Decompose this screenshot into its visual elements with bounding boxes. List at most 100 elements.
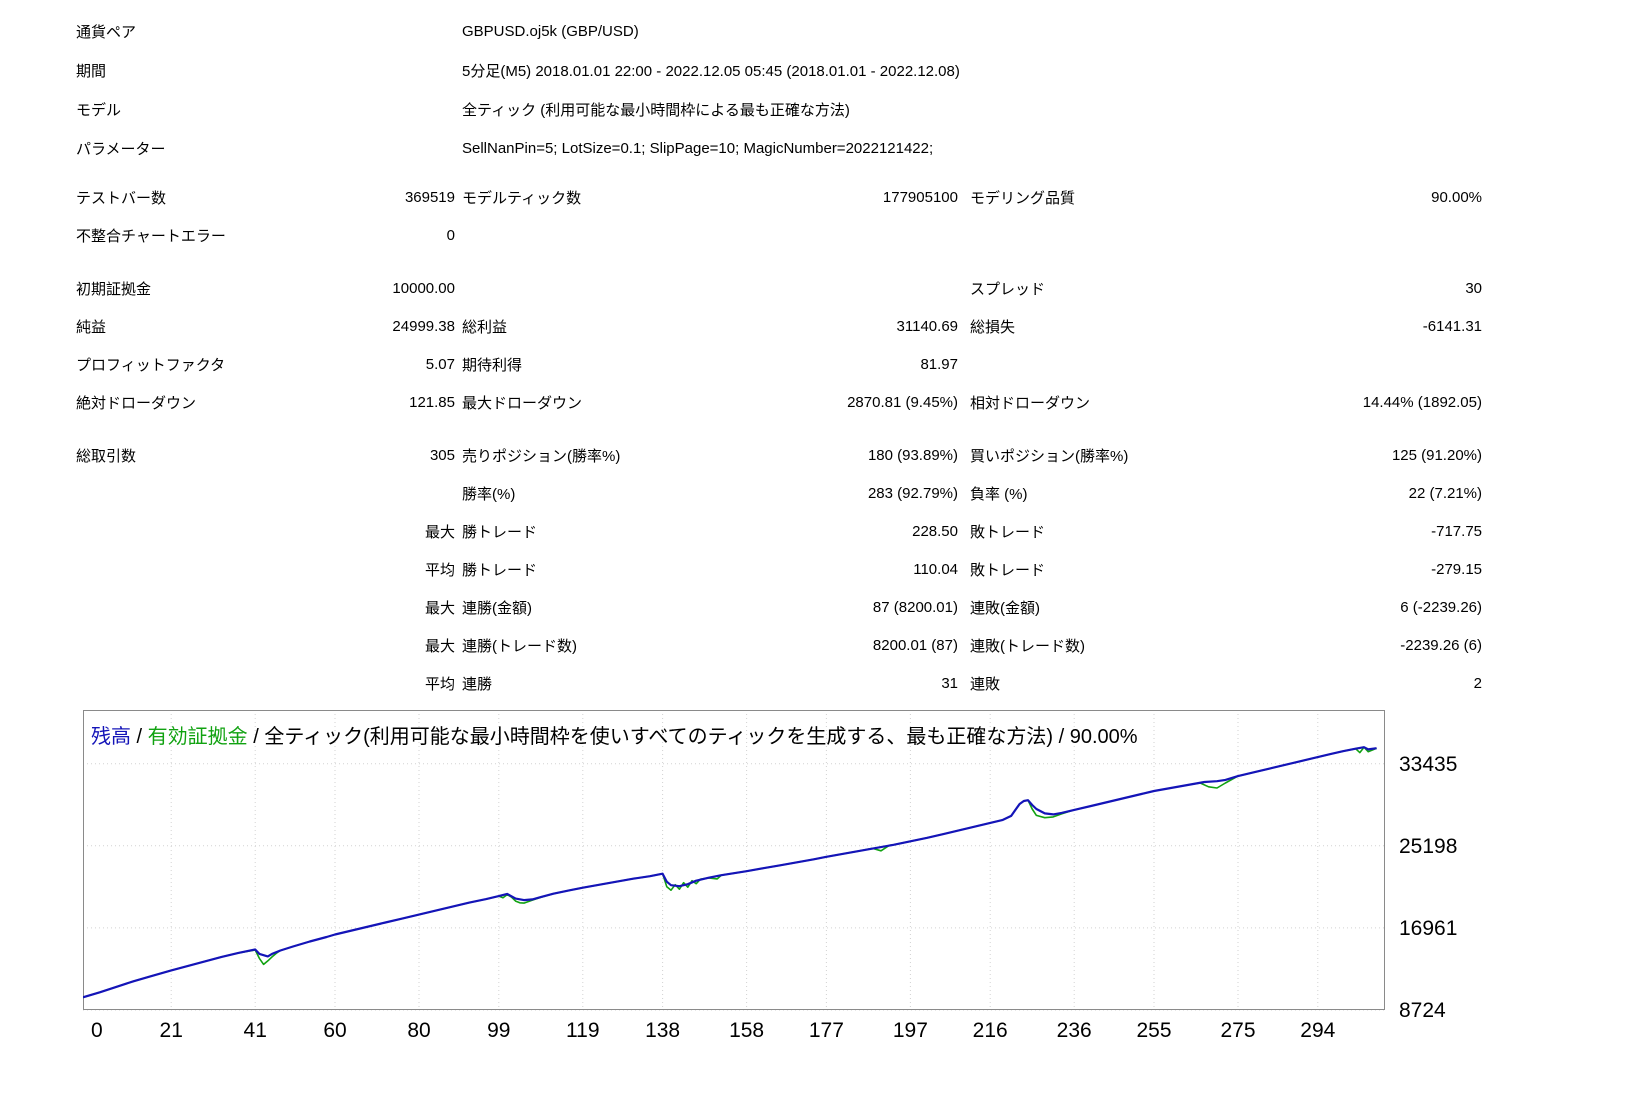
stat-label: 相対ドローダウン [970,394,1091,412]
stat-value: 87 (8200.01) [872,598,958,616]
stat-label: 負率 (%) [970,485,1028,503]
balance-chart: 残高 / 有効証拠金 / 全ティック(利用可能な最小時間枠を使いすべてのティック… [83,710,1513,1050]
stat-row: 最大 勝トレード 228.50 敗トレード -717.75 [76,512,1482,550]
x-axis-label: 294 [1300,1019,1335,1042]
stat-value: 90.00% [1431,188,1482,206]
stat-label: 絶対ドローダウン [76,394,197,412]
stat-label: 連敗(金額) [970,599,1040,617]
stat-label: モデルティック数 [462,189,582,207]
stat-value: 8200.01 (87) [872,636,958,654]
stat-value: 31140.69 [896,317,958,335]
stat-value: 10000.00 [392,279,455,297]
stat-value: 平均 [424,675,455,693]
chart-title-part: 有効証拠金 [147,726,248,748]
stat-value: 最大 [424,523,455,541]
stat-label: 買いポジション(勝率%) [970,447,1129,465]
x-axis-label: 21 [160,1019,183,1042]
stat-value: 30 [1465,279,1482,297]
stat-value: 24999.38 [392,317,455,335]
chart-title-part: 残高 [91,726,131,748]
stat-value: 14.44% (1892.05) [1362,393,1482,411]
balance-chart-svg: 8724 16961 25198 33435 0 21 41 60 80 99 119 138 158 1… [83,710,1457,1042]
stat-label: 不整合チャートエラー [76,227,226,245]
x-axis-label: 216 [973,1019,1008,1042]
header-label: 通貨ペア [76,24,137,41]
x-axis-label: 275 [1220,1019,1255,1042]
stat-label: 連敗(トレード数) [970,637,1085,655]
chart-title-part: / [131,726,148,748]
stat-label: 勝率(%) [462,485,516,503]
x-axis-label: 236 [1057,1019,1092,1042]
stat-value: 0 [446,226,455,244]
stat-row: 不整合チャートエラー 0 [76,216,1482,254]
y-axis-label: 16961 [1399,917,1457,940]
stat-row: 純益 24999.38 総利益 31140.69 総損失 -6141.31 [76,307,1482,345]
stat-value: 177905100 [882,188,958,206]
stat-row: 平均 連勝 31 連敗 2 [76,664,1482,702]
stat-row: テストバー数 369519 モデルティック数 177905100 モデリング品質 90.0… [76,178,1482,216]
stat-value: 121.85 [409,393,455,411]
x-axis-label: 255 [1136,1019,1171,1042]
report-stat-rows: テストバー数 369519 モデルティック数 177905100 モデリング品質 90.0… [76,178,1635,702]
header-value: 5分足(M5) 2018.01.01 22:00 - 2022.12.05 05… [462,63,960,80]
stat-value: 180 (93.89%) [867,446,958,464]
stat-value: 283 (92.79%) [867,484,958,502]
stat-label: 純益 [76,318,107,336]
row-spacer [76,421,1635,436]
stat-value: 最大 [424,637,455,655]
y-axis-label: 25198 [1399,835,1457,858]
x-axis-label: 197 [893,1019,928,1042]
stat-value: -2239.26 (6) [1400,636,1482,654]
header-row: 期間 5分足(M5) 2018.01.01 22:00 - 2022.12.05 … [76,51,1635,90]
series-line-有効証拠金 [83,746,1377,999]
stat-value: -717.75 [1431,522,1482,540]
stat-value: 5.07 [425,355,455,373]
x-axis-label: 177 [809,1019,844,1042]
header-value: GBPUSD.oj5k (GBP/USD) [462,23,639,40]
x-axis-label: 60 [323,1019,346,1042]
stat-row: 最大 連勝(トレード数) 8200.01 (87) 連敗(トレード数) -2239.26… [76,626,1482,664]
stat-row: 最大 連勝(金額) 87 (8200.01) 連敗(金額) 6 (-2239.26) [76,588,1482,626]
header-row: モデル 全ティック (利用可能な最小時間枠による最も正確な方法) [76,90,1635,129]
header-label: 期間 [76,63,107,80]
section-gap [76,168,1635,178]
stat-label: 連勝(トレード数) [462,637,577,655]
stat-row: 総取引数 305 売りポジション(勝率%) 180 (93.89%) 買いポジション(勝… [76,436,1482,474]
stat-label: 総損失 [970,318,1016,336]
stat-label: 勝トレード [462,561,538,579]
header-value: 全ティック (利用可能な最小時間枠による最も正確な方法) [462,102,850,119]
stat-value: 最大 [424,599,455,617]
y-axis-label: 8724 [1399,999,1446,1022]
stat-value: 31 [941,674,958,692]
stat-label: 勝トレード [462,523,538,541]
stat-value: 平均 [424,561,455,579]
plot-frame [83,710,1385,1010]
x-axis-label: 99 [487,1019,510,1042]
stat-label: 敗トレード [970,561,1046,579]
stat-value: 228.50 [912,522,958,540]
stat-label: テストバー数 [76,189,167,207]
stat-value: 305 [429,446,455,464]
stat-value: 22 (7.21%) [1408,484,1482,502]
header-row: 通貨ペア GBPUSD.oj5k (GBP/USD) [76,12,1635,51]
header-value: SellNanPin=5; LotSize=0.1; SlipPage=10; … [462,140,934,157]
stat-value: 2 [1473,674,1482,692]
x-axis-label: 41 [244,1019,267,1042]
chart-title: 残高 / 有効証拠金 / 全ティック(利用可能な最小時間枠を使いすべてのティック… [91,720,1138,749]
y-axis-label: 33435 [1399,753,1457,776]
stat-label: 売りポジション(勝率%) [462,447,621,465]
stat-label: プロフィットファクタ [76,356,226,374]
stat-label: 連勝 [462,675,493,693]
stat-label: 初期証拠金 [76,280,152,298]
x-axis-label: 138 [645,1019,680,1042]
stat-label: モデリング品質 [970,189,1076,207]
stat-value: -6141.31 [1422,317,1482,335]
stat-row: 勝率(%) 283 (92.79%) 負率 (%) 22 (7.21%) [76,474,1482,512]
stat-label: 総利益 [462,318,508,336]
stat-row: 平均 勝トレード 110.04 敗トレード -279.15 [76,550,1482,588]
stat-value: 2870.81 (9.45%) [847,393,958,411]
stat-label: スプレッド [970,280,1046,298]
stat-row: 絶対ドローダウン 121.85 最大ドローダウン 2870.81 (9.45%) 相対ド… [76,383,1482,421]
stat-label: 敗トレード [970,523,1046,541]
stat-label: 連勝(金額) [462,599,532,617]
